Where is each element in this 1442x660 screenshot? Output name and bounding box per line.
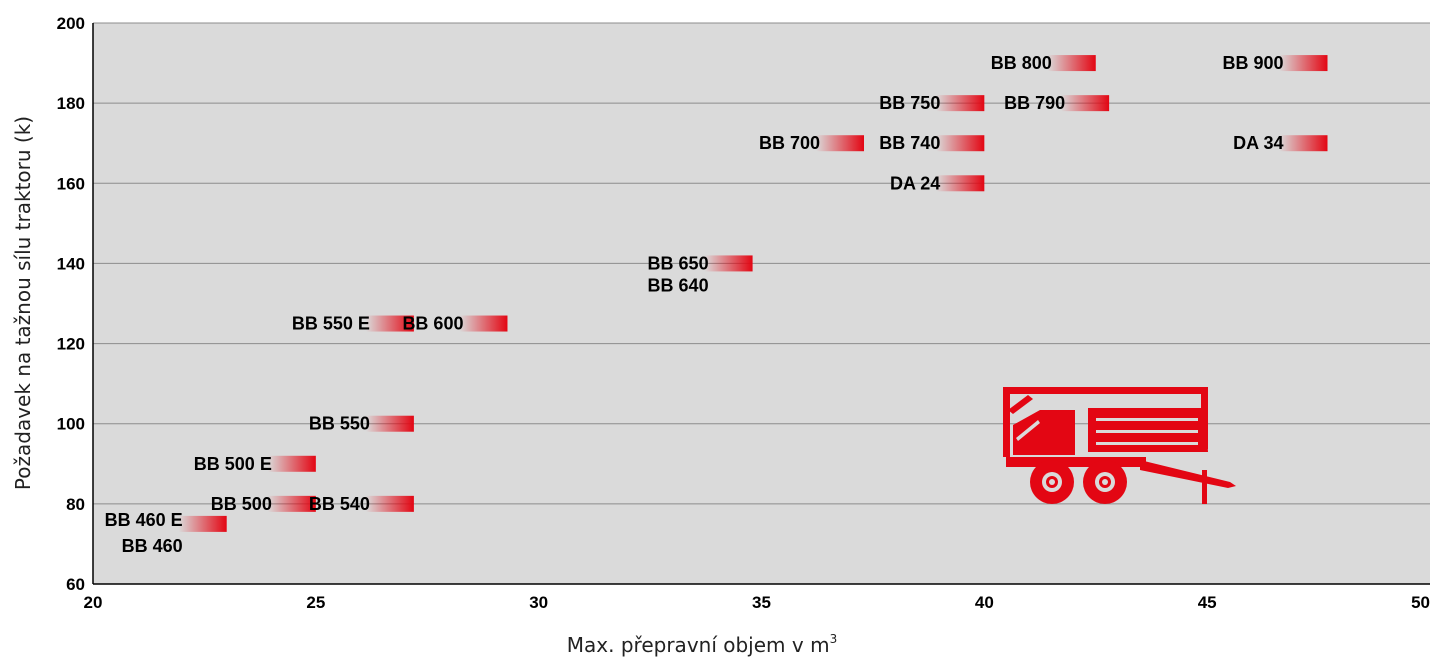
model-label: BB 750 — [879, 93, 940, 113]
x-tick-label: 20 — [84, 593, 103, 612]
y-tick-label: 100 — [57, 415, 85, 434]
model-bar — [365, 315, 414, 332]
model-label: BB 500 — [211, 494, 272, 514]
model-bar — [1279, 135, 1328, 152]
model-label: BB 500 E — [194, 454, 272, 474]
y-tick-label: 140 — [57, 254, 85, 273]
x-axis-title-sup: 3 — [830, 632, 838, 646]
model-labels: BB 460 E BB 460 BB 500 BB 540 BB 500 E BB 550… — [105, 53, 1284, 556]
model-label: BB 700 — [759, 133, 820, 153]
model-bar — [365, 495, 414, 512]
y-tick-label: 160 — [57, 174, 85, 193]
y-tick-label: 80 — [66, 495, 85, 514]
y-tick-label: 60 — [66, 575, 85, 594]
model-label: BB 550 — [309, 414, 370, 434]
model-label: BB 650 — [648, 253, 709, 273]
model-label: BB 540 — [309, 494, 370, 514]
x-tick-label: 40 — [975, 593, 994, 612]
model-bar — [459, 315, 508, 332]
model-label: BB 900 — [1222, 53, 1283, 73]
model-label: BB 640 — [648, 275, 709, 295]
x-tick-label: 35 — [752, 593, 771, 612]
model-label: BB 460 — [122, 536, 183, 556]
model-label: DA 24 — [890, 173, 940, 193]
y-axis-title: Požadavek na tažnou sílu traktoru (k) — [11, 116, 35, 490]
plot-area — [93, 23, 1430, 584]
model-bar — [704, 255, 753, 272]
model-bar — [936, 175, 985, 192]
model-bar — [1061, 95, 1110, 112]
model-bars — [178, 55, 1328, 532]
model-label: BB 460 E — [105, 510, 183, 530]
x-axis-title-main: Max. přepravní objem v m — [567, 633, 830, 657]
tick-labels: 60 80 100 120 140 160 180 200 20 25 30 35 40 45 50 — [57, 14, 1430, 612]
y-tick-label: 120 — [57, 335, 85, 354]
model-bar — [178, 515, 227, 532]
model-label: BB 600 — [402, 314, 463, 334]
model-bar — [1279, 55, 1328, 72]
model-bar — [267, 495, 316, 512]
model-bar — [1047, 55, 1096, 72]
model-bar — [936, 135, 985, 152]
model-label: BB 790 — [1004, 93, 1065, 113]
model-bar — [267, 455, 316, 472]
x-tick-label: 25 — [306, 593, 325, 612]
model-label: BB 740 — [879, 133, 940, 153]
x-tick-label: 45 — [1198, 593, 1217, 612]
x-tick-label: 30 — [529, 593, 548, 612]
x-axis-title: Max. přepravní objem v m3 — [567, 632, 837, 657]
model-bar — [816, 135, 865, 152]
model-label: BB 550 E — [292, 314, 370, 334]
y-tick-label: 180 — [57, 94, 85, 113]
x-tick-label: 50 — [1411, 593, 1430, 612]
model-label: BB 800 — [991, 53, 1052, 73]
model-bar — [365, 415, 414, 432]
model-bar — [936, 95, 985, 112]
y-tick-label: 200 — [57, 14, 85, 33]
model-label: DA 34 — [1233, 133, 1283, 153]
trailer-icon — [1003, 387, 1236, 504]
